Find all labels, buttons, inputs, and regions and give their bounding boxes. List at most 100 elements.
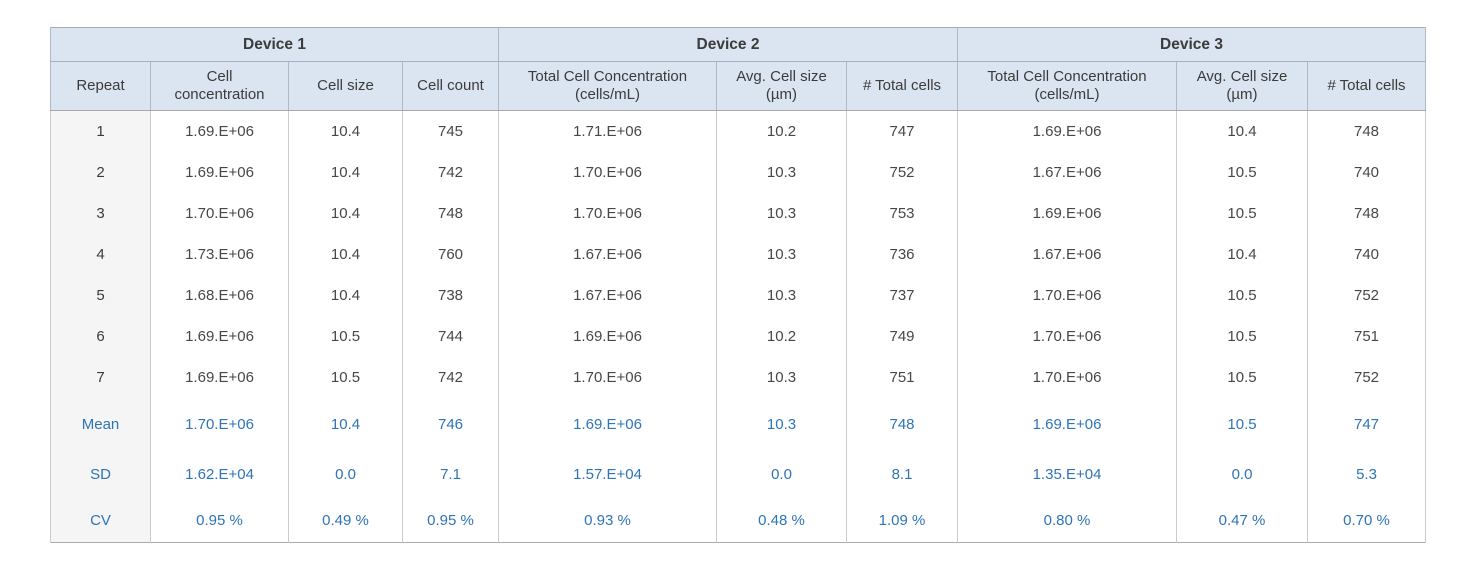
cell-rcv-c2: 0.49 % — [288, 499, 403, 543]
cell-rsd-c9: 5.3 — [1307, 450, 1426, 499]
cell-r7-c9: 752 — [1307, 357, 1426, 398]
cell-rsd-c6: 8.1 — [846, 450, 958, 499]
cell-r6-c1: 1.69.E+06 — [150, 316, 289, 357]
cell-r4-c1: 1.73.E+06 — [150, 234, 289, 275]
cell-r2-c1: 1.69.E+06 — [150, 152, 289, 193]
cell-r2-c8: 10.5 — [1176, 152, 1308, 193]
cell-r4-c5: 10.3 — [716, 234, 847, 275]
cell-rmean-c1: 1.70.E+06 — [150, 398, 289, 450]
col-header-total-cells: # Total cells — [1307, 61, 1426, 111]
column-header-row: Repeat Cell concentration Cell size Cell co… — [50, 61, 1426, 111]
cell-r1-c5: 10.2 — [716, 110, 847, 152]
cell-rsd-c3: 7.1 — [402, 450, 499, 499]
row-label-2: 2 — [50, 152, 151, 193]
cell-r7-c4: 1.70.E+06 — [498, 357, 717, 398]
row-label-5: 5 — [50, 275, 151, 316]
cell-rcv-c6: 1.09 % — [846, 499, 958, 543]
cell-r6-c4: 1.69.E+06 — [498, 316, 717, 357]
col-header-total-cells: # Total cells — [846, 61, 958, 111]
cell-r5-c6: 737 — [846, 275, 958, 316]
cell-rcv-c9: 0.70 % — [1307, 499, 1426, 543]
cell-r4-c7: 1.67.E+06 — [957, 234, 1177, 275]
cell-r4-c3: 760 — [402, 234, 499, 275]
table-row-mean: Mean 1.70.E+06 10.4 746 1.69.E+06 10.3 748 1.69… — [50, 398, 1426, 450]
row-label-3: 3 — [50, 193, 151, 234]
cell-r6-c7: 1.70.E+06 — [957, 316, 1177, 357]
cell-r5-c8: 10.5 — [1176, 275, 1308, 316]
cell-rmean-c9: 747 — [1307, 398, 1426, 450]
cell-r5-c7: 1.70.E+06 — [957, 275, 1177, 316]
cell-r5-c3: 738 — [402, 275, 499, 316]
table-row-5: 5 1.68.E+06 10.4 738 1.67.E+06 10.3 737 1.70.E+… — [50, 275, 1426, 316]
cell-rmean-c5: 10.3 — [716, 398, 847, 450]
cell-r7-c2: 10.5 — [288, 357, 403, 398]
cell-r6-c9: 751 — [1307, 316, 1426, 357]
table-body: 1 1.69.E+06 10.4 745 1.71.E+06 10.2 747 1.69.E+… — [50, 110, 1426, 543]
cell-rsd-c2: 0.0 — [288, 450, 403, 499]
row-label-sd: SD — [50, 450, 151, 499]
row-label-7: 7 — [50, 357, 151, 398]
cell-rsd-c8: 0.0 — [1176, 450, 1308, 499]
cell-r7-c5: 10.3 — [716, 357, 847, 398]
row-label-6: 6 — [50, 316, 151, 357]
cell-r7-c1: 1.69.E+06 — [150, 357, 289, 398]
col-header-cell-concentration: Cell concentration — [150, 61, 289, 111]
table-row-sd: SD 1.62.E+04 0.0 7.1 1.57.E+04 0.0 8.1 1.35.E+0… — [50, 450, 1426, 499]
row-label-4: 4 — [50, 234, 151, 275]
cell-r2-c7: 1.67.E+06 — [957, 152, 1177, 193]
cell-r6-c5: 10.2 — [716, 316, 847, 357]
table-row-6: 6 1.69.E+06 10.5 744 1.69.E+06 10.2 749 1.70.E+… — [50, 316, 1426, 357]
cell-r1-c2: 10.4 — [288, 110, 403, 152]
cell-r3-c5: 10.3 — [716, 193, 847, 234]
cell-rsd-c7: 1.35.E+04 — [957, 450, 1177, 499]
table-row-2: 2 1.69.E+06 10.4 742 1.70.E+06 10.3 752 1.67.E+… — [50, 152, 1426, 193]
cell-r2-c4: 1.70.E+06 — [498, 152, 717, 193]
row-label-mean: Mean — [50, 398, 151, 450]
cell-r2-c3: 742 — [402, 152, 499, 193]
cell-rsd-c1: 1.62.E+04 — [150, 450, 289, 499]
col-header-total-cell-concentration-cells-ml: Total Cell Concentration (cells/mL) — [957, 61, 1177, 111]
col-header-repeat: Repeat — [50, 61, 151, 111]
cell-rmean-c3: 746 — [402, 398, 499, 450]
cell-r2-c2: 10.4 — [288, 152, 403, 193]
device-header-device-2: Device 2 — [498, 27, 958, 62]
cell-r5-c2: 10.4 — [288, 275, 403, 316]
cell-r1-c4: 1.71.E+06 — [498, 110, 717, 152]
table-row-1: 1 1.69.E+06 10.4 745 1.71.E+06 10.2 747 1.69.E+… — [50, 110, 1426, 152]
cell-rmean-c2: 10.4 — [288, 398, 403, 450]
cell-r5-c5: 10.3 — [716, 275, 847, 316]
device-header-device-1: Device 1 — [50, 27, 499, 62]
cell-r3-c1: 1.70.E+06 — [150, 193, 289, 234]
cell-r6-c3: 744 — [402, 316, 499, 357]
col-header-avg-cell-size-m: Avg. Cell size (µm) — [1176, 61, 1308, 111]
cell-r4-c9: 740 — [1307, 234, 1426, 275]
results-table-container: Device 1 Device 2 Device 3 Repeat Cell conce… — [50, 27, 1426, 543]
cell-rcv-c1: 0.95 % — [150, 499, 289, 543]
cell-r2-c6: 752 — [846, 152, 958, 193]
table-row-3: 3 1.70.E+06 10.4 748 1.70.E+06 10.3 753 1.69.E+… — [50, 193, 1426, 234]
cell-r5-c1: 1.68.E+06 — [150, 275, 289, 316]
cell-r7-c3: 742 — [402, 357, 499, 398]
cell-r5-c4: 1.67.E+06 — [498, 275, 717, 316]
table-row-cv: CV 0.95 % 0.49 % 0.95 % 0.93 % 0.48 % 1.09 % 0.… — [50, 499, 1426, 543]
table-header: Device 1 Device 2 Device 3 Repeat Cell conce… — [50, 27, 1426, 111]
cell-rsd-c5: 0.0 — [716, 450, 847, 499]
cell-r3-c6: 753 — [846, 193, 958, 234]
cell-rcv-c7: 0.80 % — [957, 499, 1177, 543]
cell-rmean-c6: 748 — [846, 398, 958, 450]
cell-rmean-c8: 10.5 — [1176, 398, 1308, 450]
cell-rsd-c4: 1.57.E+04 — [498, 450, 717, 499]
cell-r2-c9: 740 — [1307, 152, 1426, 193]
cell-r3-c9: 748 — [1307, 193, 1426, 234]
row-label-cv: CV — [50, 499, 151, 543]
cell-r3-c8: 10.5 — [1176, 193, 1308, 234]
cell-r3-c7: 1.69.E+06 — [957, 193, 1177, 234]
cell-r6-c6: 749 — [846, 316, 958, 357]
cell-rcv-c8: 0.47 % — [1176, 499, 1308, 543]
col-header-cell-size: Cell size — [288, 61, 403, 111]
table-row-4: 4 1.73.E+06 10.4 760 1.67.E+06 10.3 736 1.67.E+… — [50, 234, 1426, 275]
cell-r1-c3: 745 — [402, 110, 499, 152]
cell-r6-c2: 10.5 — [288, 316, 403, 357]
cell-r7-c7: 1.70.E+06 — [957, 357, 1177, 398]
